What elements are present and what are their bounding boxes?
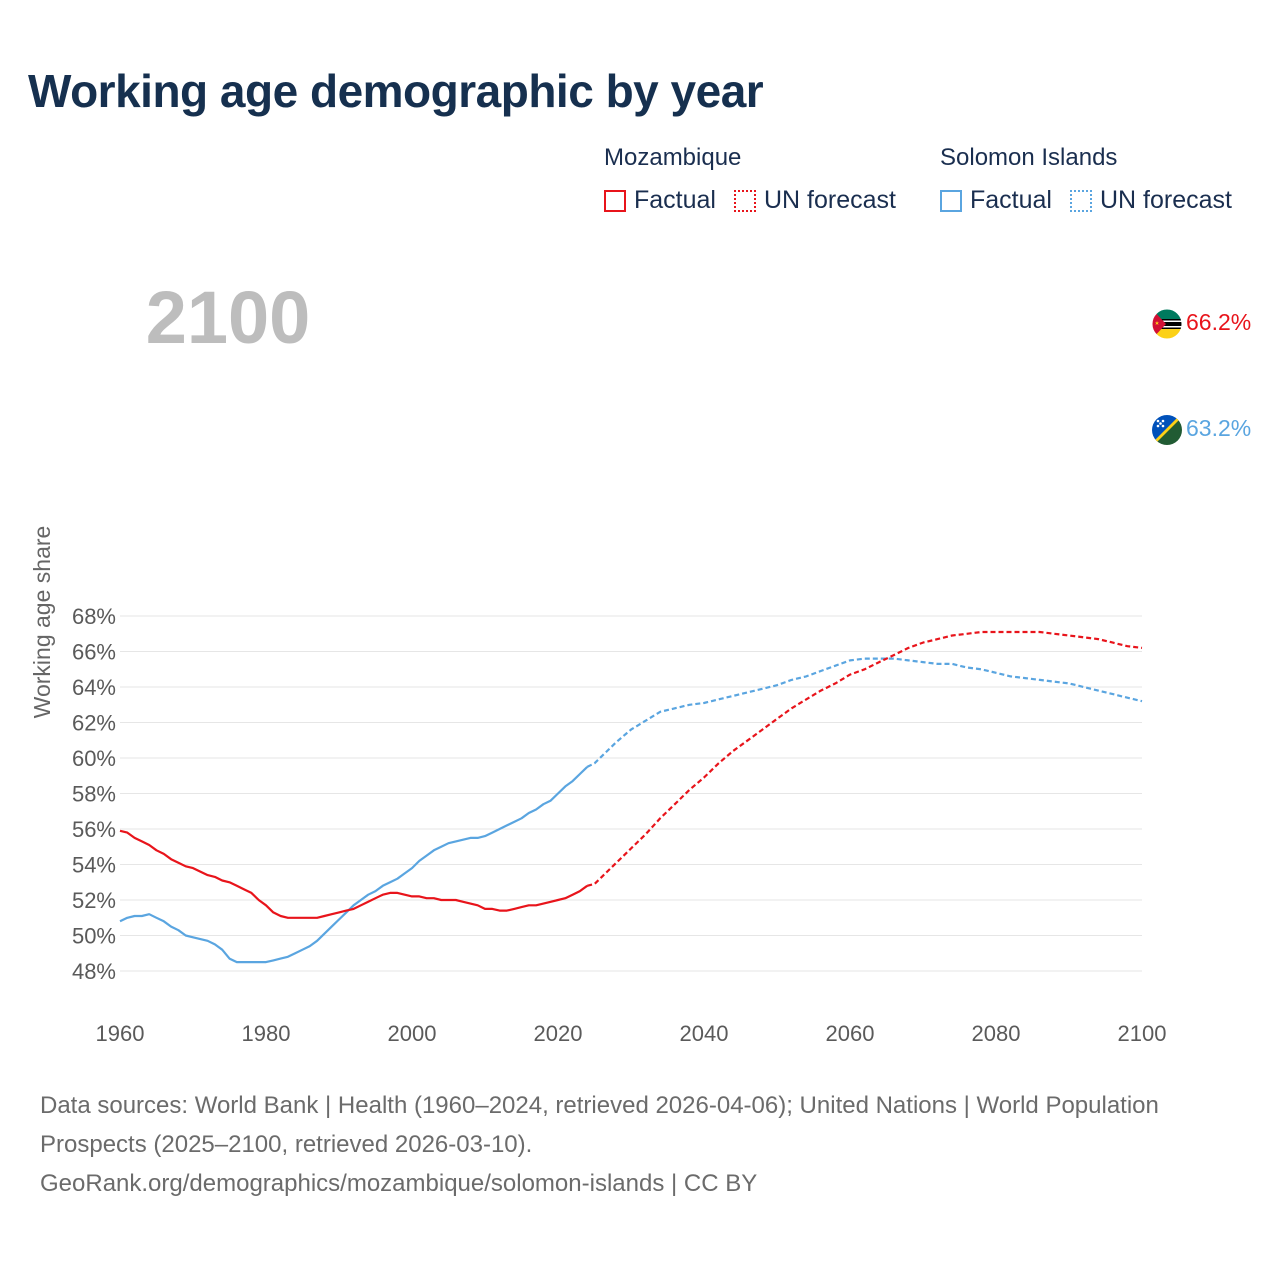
mozambique-factual-line — [119, 829, 588, 919]
x-tick-label: 2100 — [1118, 1021, 1167, 1046]
data-sources: Data sources: World Bank | Health (1960–… — [40, 1092, 1159, 1158]
solomon-islands-flag-icon — [1152, 415, 1182, 445]
y-tick-label: 48% — [72, 959, 116, 984]
mozambique-flag-icon — [1151, 308, 1183, 340]
x-tick-label: 1960 — [96, 1021, 145, 1046]
series-lines — [119, 630, 1143, 964]
y-tick-label: 62% — [72, 711, 116, 736]
y-tick-label: 66% — [72, 640, 116, 665]
y-tick-label: 52% — [72, 888, 116, 913]
footer: Data sources: World Bank | Health (1960–… — [40, 1086, 1240, 1203]
x-axis: 1960 1980 2000 2020 2040 2060 2080 2100 — [96, 1021, 1167, 1046]
x-tick-label: 2020 — [534, 1021, 583, 1046]
solomon-islands-factual-line — [119, 766, 588, 964]
legend-solomon-factual[interactable]: Factual — [940, 186, 1052, 215]
solomon-islands-forecast-line — [586, 657, 1143, 768]
y-tick-label: 50% — [72, 924, 116, 949]
legend-swatch-solid — [604, 189, 626, 212]
y-tick-label: 60% — [72, 746, 116, 771]
legend-mozambique: Mozambique Factual UN forecast — [604, 144, 914, 215]
legend-label: UN forecast — [763, 186, 896, 214]
x-tick-label: 2040 — [680, 1021, 729, 1046]
x-tick-label: 2080 — [972, 1021, 1021, 1046]
legend-swatch-solid — [940, 189, 962, 212]
legend-mozambique-forecast[interactable]: UN forecast — [733, 186, 896, 215]
legend-solomon-islands: Solomon Islands Factual UN forecast — [940, 144, 1250, 215]
x-tick-label: 2000 — [388, 1021, 437, 1046]
mozambique-end-label: 66.2% — [1186, 309, 1251, 335]
legend-country-name: Solomon Islands — [940, 144, 1118, 171]
chart-title: Working age demographic by year — [28, 65, 764, 117]
solomon-islands-end-label: 63.2% — [1186, 415, 1251, 441]
legend-mozambique-factual[interactable]: Factual — [604, 186, 716, 215]
legend-swatch-dotted — [1069, 189, 1092, 212]
gridlines — [120, 615, 1142, 972]
line-chart: 48%50%52%54%56%58%60%62%64%66%68% 1960 19… — [29, 276, 1251, 1046]
legend-label: UN forecast — [1099, 186, 1232, 214]
x-tick-label: 1980 — [242, 1021, 291, 1046]
legend-label: Factual — [634, 186, 716, 214]
y-tick-label: 64% — [72, 675, 116, 700]
legend-label: Factual — [970, 186, 1052, 214]
source-link[interactable]: GeoRank.org/demographics/mozambique/solo… — [40, 1170, 758, 1197]
y-tick-label: 54% — [72, 853, 116, 878]
y-axis: 48% 50% 52% 54% 56% 58% 60% 62% 64% 66% 68% — [72, 604, 116, 984]
mozambique-forecast-line — [586, 630, 1143, 887]
legend-swatch-dotted — [733, 189, 756, 212]
legend-solomon-forecast[interactable]: UN forecast — [1069, 186, 1232, 215]
year-watermark: 2100 — [146, 276, 311, 359]
y-axis-title: Working age share — [29, 526, 55, 719]
legend-country-name: Mozambique — [604, 144, 742, 171]
x-tick-label: 2060 — [826, 1021, 875, 1046]
y-tick-label: 68% — [72, 604, 116, 629]
y-tick-label: 58% — [72, 782, 116, 807]
y-tick-label: 56% — [72, 817, 116, 842]
